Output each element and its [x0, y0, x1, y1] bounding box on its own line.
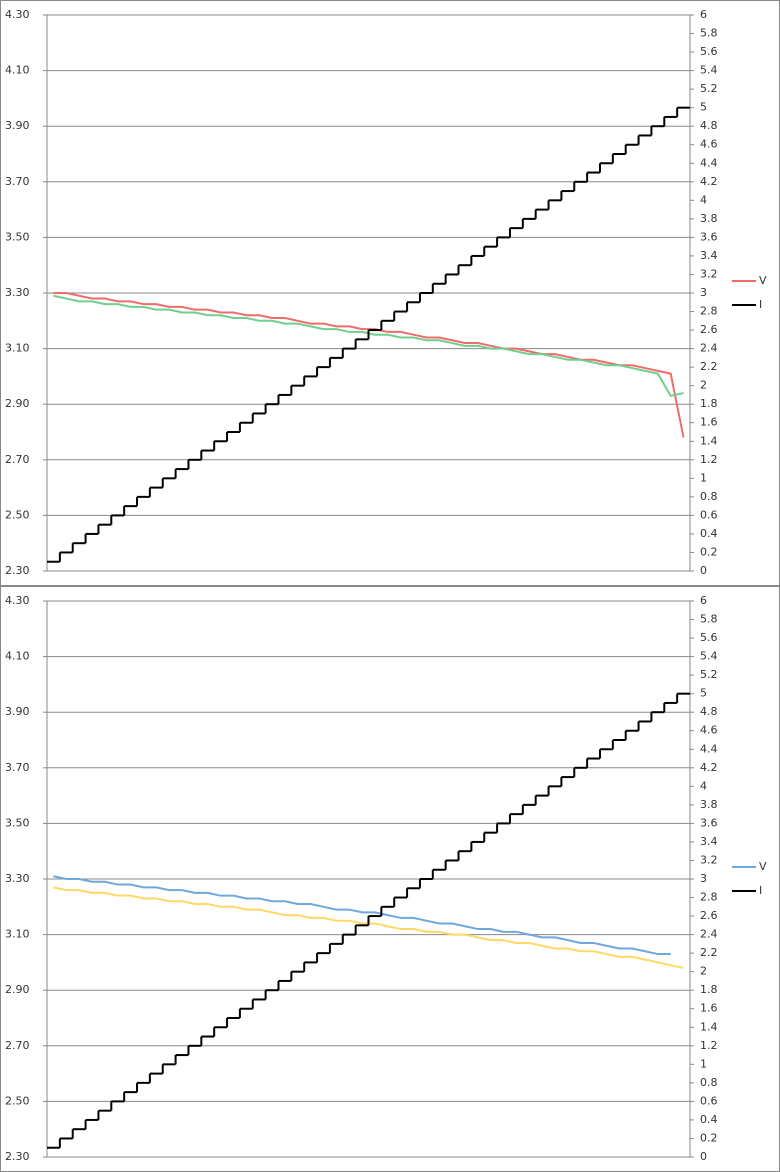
y2-tick-label: 5.2 — [700, 668, 718, 681]
y2-tick-label: 4.6 — [700, 724, 718, 737]
y-tick-label: 3.50 — [5, 230, 30, 243]
y-tick-label: 2.90 — [5, 983, 30, 996]
y2-tick-label: 4.4 — [700, 742, 718, 755]
y2-tick-label: 1 — [700, 1057, 707, 1070]
legend-label: V — [759, 860, 767, 873]
y2-tick-label: 3.8 — [700, 798, 718, 811]
y2-tick-label: 4.8 — [700, 705, 718, 718]
y-tick-label: 2.30 — [5, 1150, 30, 1163]
y2-tick-label: 1.6 — [700, 1002, 718, 1015]
y2-tick-label: 6 — [700, 594, 707, 607]
y2-tick-label: 1.2 — [700, 1039, 718, 1052]
y2-tick-label: 3.8 — [700, 212, 718, 225]
y-tick-label: 3.30 — [5, 286, 30, 299]
y2-tick-label: 4 — [700, 193, 707, 206]
y-tick-label: 4.10 — [5, 650, 30, 663]
y2-tick-label: 0.6 — [700, 1094, 718, 1107]
y2-tick-label: 1.8 — [700, 397, 718, 410]
y2-tick-label: 2.2 — [700, 360, 718, 373]
y2-tick-label: 1.8 — [700, 983, 718, 996]
y-tick-label: 3.10 — [5, 928, 30, 941]
y2-tick-label: 1.2 — [700, 453, 718, 466]
y2-tick-label: 3.2 — [700, 853, 718, 866]
y2-tick-label: 5.8 — [700, 613, 718, 626]
y-tick-label: 3.50 — [5, 816, 30, 829]
series-line — [53, 886, 684, 969]
y2-tick-label: 2.8 — [700, 305, 718, 318]
y2-tick-label: 5.8 — [700, 27, 718, 40]
y-tick-label: 3.70 — [5, 175, 30, 188]
y2-tick-label: 0.2 — [700, 545, 718, 558]
y-tick-label: 3.90 — [5, 119, 30, 132]
y-tick-label: 4.30 — [5, 594, 30, 607]
y2-tick-label: 2.4 — [700, 342, 718, 355]
y-tick-label: 2.50 — [5, 1094, 30, 1107]
y2-tick-label: 2.8 — [700, 891, 718, 904]
legend-label: I — [759, 298, 762, 311]
y2-tick-label: 2.6 — [700, 909, 718, 922]
y2-tick-label: 5 — [700, 101, 707, 114]
y2-tick-label: 4 — [700, 779, 707, 792]
y-tick-label: 3.30 — [5, 872, 30, 885]
y-tick-label: 4.10 — [5, 64, 30, 77]
y2-tick-label: 5 — [700, 687, 707, 700]
legend-label: I — [759, 884, 762, 897]
y2-tick-label: 1 — [700, 471, 707, 484]
y2-tick-label: 2.4 — [700, 928, 718, 941]
y2-tick-label: 0.6 — [700, 508, 718, 521]
y2-tick-label: 5.6 — [700, 631, 718, 644]
y-tick-label: 4.30 — [5, 8, 30, 21]
y2-tick-label: 3.4 — [700, 249, 718, 262]
y2-tick-label: 3.2 — [700, 267, 718, 280]
y2-tick-label: 0.8 — [700, 1076, 718, 1089]
y-tick-label: 2.70 — [5, 453, 30, 466]
y2-tick-label: 1.4 — [700, 434, 718, 447]
y2-tick-label: 2 — [700, 379, 707, 392]
y2-tick-label: 0 — [700, 564, 707, 577]
y-tick-label: 3.90 — [5, 705, 30, 718]
y2-tick-label: 0.4 — [700, 527, 718, 540]
y2-tick-label: 0.4 — [700, 1113, 718, 1126]
y-tick-label: 2.50 — [5, 508, 30, 521]
y2-tick-label: 4.2 — [700, 761, 718, 774]
y2-tick-label: 0.8 — [700, 490, 718, 503]
y2-tick-label: 5.4 — [700, 650, 718, 663]
y2-tick-label: 2.2 — [700, 946, 718, 959]
y-tick-label: 2.90 — [5, 397, 30, 410]
y2-tick-label: 4.8 — [700, 119, 718, 132]
y2-tick-label: 0.2 — [700, 1131, 718, 1144]
y2-tick-label: 4.4 — [700, 156, 718, 169]
y2-tick-label: 4.6 — [700, 138, 718, 151]
y2-tick-label: 1.4 — [700, 1020, 718, 1033]
y2-tick-label: 3 — [700, 872, 707, 885]
y2-tick-label: 3.6 — [700, 816, 718, 829]
y-tick-label: 3.10 — [5, 342, 30, 355]
y2-tick-label: 5.2 — [700, 82, 718, 95]
series-line — [53, 875, 671, 956]
series-line — [53, 292, 685, 438]
y2-tick-label: 2 — [700, 965, 707, 978]
y2-tick-label: 2.6 — [700, 323, 718, 336]
y2-tick-label: 5.4 — [700, 64, 718, 77]
y2-tick-label: 3 — [700, 286, 707, 299]
y2-tick-label: 3.4 — [700, 835, 718, 848]
y2-tick-label: 1.6 — [700, 416, 718, 429]
y-tick-label: 2.30 — [5, 564, 30, 577]
y2-tick-label: 5.6 — [700, 45, 718, 58]
y2-tick-label: 3.6 — [700, 230, 718, 243]
y2-tick-label: 6 — [700, 8, 707, 21]
y-tick-label: 2.70 — [5, 1039, 30, 1052]
legend-label: V — [759, 274, 767, 287]
y-tick-label: 3.70 — [5, 761, 30, 774]
y2-tick-label: 0 — [700, 1150, 707, 1163]
series-line — [53, 294, 684, 397]
y2-tick-label: 4.2 — [700, 175, 718, 188]
